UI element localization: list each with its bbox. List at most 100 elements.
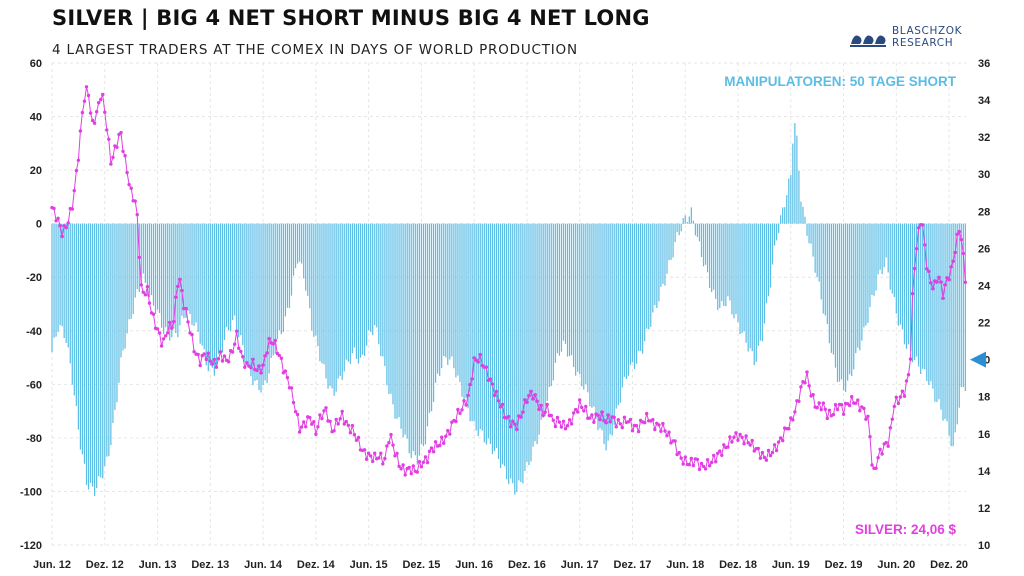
silver-point xyxy=(354,438,359,442)
silver-point xyxy=(74,168,79,173)
bar xyxy=(534,223,536,442)
bar xyxy=(958,223,960,408)
bar xyxy=(262,223,264,386)
bar xyxy=(601,223,603,431)
bar xyxy=(353,223,356,348)
bar xyxy=(885,223,887,258)
bar xyxy=(952,223,954,447)
bar xyxy=(380,223,382,356)
bar xyxy=(540,223,542,420)
silver-point xyxy=(697,467,702,472)
silver-point xyxy=(740,435,744,439)
bar xyxy=(120,223,122,358)
silver-point xyxy=(356,435,361,440)
silver-point xyxy=(101,92,105,97)
silver-point xyxy=(807,384,811,388)
bar xyxy=(504,223,506,467)
silver-point xyxy=(460,408,464,412)
bar xyxy=(165,223,167,328)
left-tick-label: -20 xyxy=(26,272,42,284)
silver-point xyxy=(533,393,537,397)
silver-point xyxy=(498,405,503,409)
bar xyxy=(757,223,759,346)
bar xyxy=(219,223,222,352)
silver-point xyxy=(797,399,801,403)
bar xyxy=(747,223,749,352)
bar xyxy=(359,223,362,358)
silver-point xyxy=(712,453,716,458)
silver-point xyxy=(927,269,931,274)
bar xyxy=(672,223,674,258)
bar xyxy=(278,223,280,331)
silver-point xyxy=(285,375,290,380)
silver-point xyxy=(714,460,718,464)
bar xyxy=(89,223,92,483)
bar xyxy=(784,207,786,224)
bar xyxy=(396,223,398,419)
bar xyxy=(564,223,567,344)
bar xyxy=(639,223,642,351)
bar xyxy=(944,223,946,420)
bar xyxy=(644,223,646,342)
bar xyxy=(232,223,234,321)
x-tick-label: Jun. 16 xyxy=(455,559,493,571)
line-series-silver xyxy=(50,85,968,477)
bar xyxy=(156,223,159,310)
silver-point xyxy=(204,357,208,362)
silver-point xyxy=(539,403,543,408)
silver-point xyxy=(730,440,734,444)
bar xyxy=(546,223,548,401)
bar xyxy=(73,223,75,396)
silver-point xyxy=(119,130,123,135)
bar xyxy=(195,223,197,323)
silver-point xyxy=(622,415,627,419)
bar xyxy=(134,223,136,298)
bar xyxy=(749,223,751,349)
silver-point xyxy=(959,237,963,242)
silver-point xyxy=(884,440,888,445)
x-tick-label: Jun. 20 xyxy=(877,559,915,571)
bar xyxy=(217,223,220,354)
bar xyxy=(386,223,388,386)
silver-point xyxy=(722,443,726,447)
bar xyxy=(857,223,859,348)
bar xyxy=(225,223,228,328)
silver-point xyxy=(578,398,582,402)
bar xyxy=(181,223,183,316)
silver-point xyxy=(490,382,495,386)
bar xyxy=(560,223,563,352)
bar xyxy=(709,223,711,288)
bar xyxy=(258,223,260,391)
bar xyxy=(595,223,597,419)
bar xyxy=(282,223,284,333)
silver-point xyxy=(145,285,150,289)
silver-point xyxy=(468,382,472,387)
right-tick-label: 22 xyxy=(978,318,990,330)
silver-point xyxy=(531,397,535,401)
silver-point xyxy=(151,312,156,316)
bar xyxy=(715,223,717,299)
silver-point xyxy=(917,226,921,230)
bar xyxy=(909,223,912,352)
silver-point xyxy=(239,349,243,354)
bar xyxy=(544,223,546,417)
bar xyxy=(441,223,443,369)
silver-point xyxy=(921,223,925,227)
bar xyxy=(830,223,833,353)
silver-point xyxy=(673,439,677,443)
bar xyxy=(918,223,920,367)
bar xyxy=(650,223,652,327)
bar xyxy=(203,223,205,350)
silver-point xyxy=(894,395,898,399)
silver-point xyxy=(259,371,263,375)
silver-point xyxy=(180,288,184,293)
silver-point xyxy=(233,342,237,346)
silver-point xyxy=(379,451,383,455)
silver-point xyxy=(742,442,746,446)
x-tick-label: Dez. 16 xyxy=(508,559,546,571)
silver-point xyxy=(874,466,878,470)
bar xyxy=(246,223,248,366)
bar xyxy=(171,223,173,338)
bar xyxy=(485,223,487,445)
bar xyxy=(558,223,561,356)
